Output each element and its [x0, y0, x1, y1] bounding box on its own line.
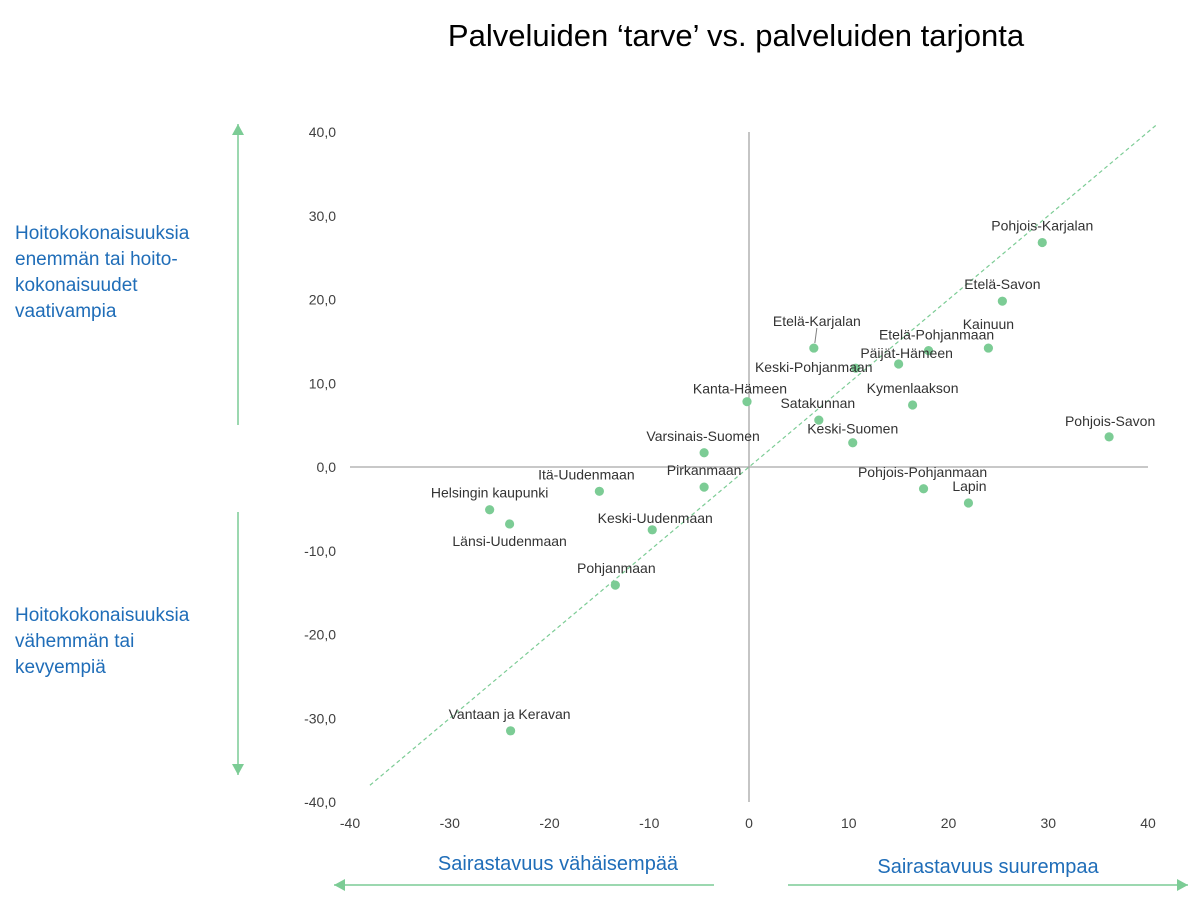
arrow-down-head — [232, 764, 244, 775]
point-label: Pohjois-Karjalan — [991, 218, 1093, 234]
annotation-line: Hoitokokonaisuuksia — [15, 605, 190, 626]
data-point — [1037, 237, 1047, 248]
point-label: Etelä-Karjalan — [773, 313, 861, 329]
data-point — [485, 505, 495, 515]
point-label: Pohjois-Savon — [1065, 413, 1155, 429]
annotation-line: enemmän tai hoito- — [15, 249, 178, 270]
y-tick-label: 0,0 — [317, 459, 337, 475]
data-point — [505, 726, 516, 736]
data-point — [963, 498, 974, 508]
leader-line — [814, 328, 818, 344]
y-tick-label: 30,0 — [309, 208, 336, 224]
point-label: Etelä-Savon — [964, 276, 1040, 292]
arrow-up-head — [232, 124, 244, 135]
x-annotation-right: Sairastavuus suurempaa — [877, 856, 1099, 878]
x-tick-label: 40 — [1140, 815, 1156, 831]
point-label: Etelä-Pohjanmaan — [879, 327, 994, 343]
point-label: Helsingin kaupunki — [431, 485, 549, 501]
y-tick-label: -10,0 — [304, 543, 336, 559]
x-tick-label: -40 — [340, 815, 360, 831]
point-label: Satakunnan — [780, 395, 855, 411]
data-point — [907, 400, 918, 410]
data-point — [1104, 432, 1114, 442]
data-point — [809, 343, 819, 353]
data-point — [894, 359, 904, 369]
trendline-layer — [369, 123, 1159, 786]
data-point — [848, 438, 858, 448]
data-point — [699, 448, 709, 458]
y-tick-label: -30,0 — [304, 710, 336, 726]
point-label: Vantaan ja Keravan — [449, 706, 571, 722]
annotation-line: Hoitokokonaisuuksia — [15, 223, 190, 244]
y-tick-label: 10,0 — [309, 375, 336, 391]
arrow-left-head — [334, 879, 345, 891]
arrow-right-head — [1177, 879, 1188, 891]
x-tick-label: -20 — [539, 815, 559, 831]
trendline — [369, 123, 1159, 786]
arrows-layer — [232, 124, 1188, 891]
annotation-top-left: Hoitokokonaisuuksia enemmän tai hoito- k… — [15, 221, 189, 325]
point-label: Kainuun — [963, 316, 1014, 332]
annotation-bottom-left: Hoitokokonaisuuksia vähemmän tai kevyemp… — [15, 603, 189, 681]
y-tick-label: -20,0 — [304, 627, 336, 643]
annotation-line: vaativampia — [15, 301, 117, 322]
chart-title: Palveluiden ‘tarve’ vs. palveluiden tarj… — [448, 18, 1025, 53]
y-tick-label: 20,0 — [309, 292, 336, 308]
data-point — [610, 580, 620, 590]
point-label: Varsinais-Suomen — [646, 428, 759, 444]
data-point — [505, 519, 515, 529]
point-label: Päijät-Hämeen — [860, 345, 953, 361]
data-point — [699, 482, 709, 492]
annotation-line: kokonaisuudet — [15, 275, 138, 296]
point-label: Pirkanmaan — [667, 462, 742, 478]
point-label: Kymenlaakson — [867, 380, 959, 396]
point-label: Länsi-Uudenmaan — [452, 533, 566, 549]
point-label: Pohjois-Pohjanmaan — [858, 464, 987, 480]
axes-layer: -40 -30 -20 -10 0 10 20 30 40 40,0 30,0 20,0 10,0 0,0… — [304, 124, 1156, 831]
data-point — [997, 296, 1007, 306]
point-label: Keski-Suomen — [807, 421, 898, 437]
y-tick-label: -40,0 — [304, 794, 336, 810]
point-label: Pohjanmaan — [577, 560, 656, 576]
x-tick-label: -30 — [440, 815, 460, 831]
x-tick-label: 10 — [841, 815, 857, 831]
annotation-line: kevyempiä — [15, 657, 106, 678]
point-label: Keski-Uudenmaan — [598, 510, 713, 526]
x-tick-label: 20 — [941, 815, 957, 831]
point-label: Keski-Pohjanmaan — [755, 359, 873, 375]
data-point — [983, 343, 994, 353]
data-point — [814, 415, 824, 425]
data-point — [594, 486, 604, 496]
point-label: Itä-Uudenmaan — [538, 466, 635, 482]
point-label: Kanta-Hämeen — [693, 381, 787, 397]
points-layer: Pohjois-KarjalanEtelä-SavonKainuunEtelä-… — [431, 218, 1155, 736]
data-point — [742, 397, 752, 407]
data-point — [647, 525, 657, 535]
annotation-line: vähemmän tai — [15, 631, 135, 652]
y-tick-label: 40,0 — [309, 124, 336, 140]
point-label: Lapin — [952, 478, 986, 494]
data-point — [923, 345, 934, 356]
data-point — [918, 484, 929, 494]
x-tick-label: 0 — [745, 815, 753, 831]
x-annotation-left: Sairastavuus vähäisempää — [438, 853, 679, 875]
x-tick-label: -10 — [639, 815, 659, 831]
x-tick-label: 30 — [1040, 815, 1056, 831]
data-point — [851, 363, 861, 373]
